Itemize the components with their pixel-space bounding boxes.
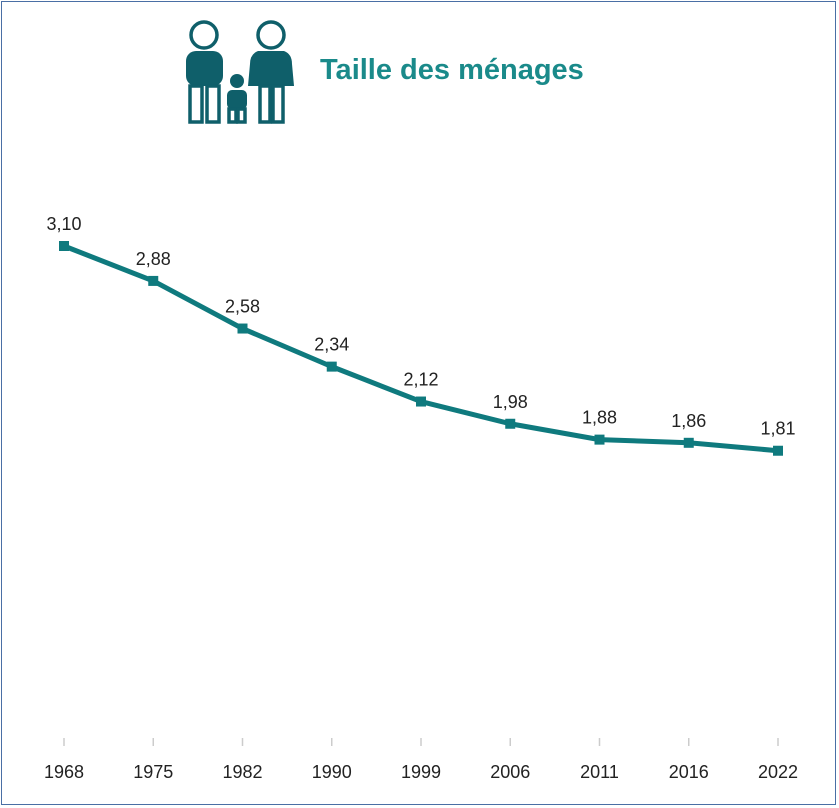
value-label-2011: 1,88 <box>582 408 617 428</box>
chart-title: Taille des ménages <box>320 54 584 86</box>
value-label-2022: 1,81 <box>760 419 795 439</box>
tick-labels: 1968 1975 1982 1990 1999 2006 2011 2016 2022 <box>44 762 798 782</box>
tick-label-1968: 1968 <box>44 762 84 782</box>
data-point-1990 <box>326 361 337 372</box>
data-point-2022 <box>773 445 783 456</box>
series-markers <box>59 241 783 456</box>
data-point-2006 <box>505 418 516 429</box>
tick-label-1990: 1990 <box>312 762 352 782</box>
data-point-1982 <box>237 323 248 334</box>
tick-label-1982: 1982 <box>222 762 262 782</box>
tick-label-2016: 2016 <box>669 762 709 782</box>
tick-label-2011: 2011 <box>580 762 619 782</box>
value-label-1968: 3,10 <box>46 214 81 234</box>
tick-label-1975: 1975 <box>133 762 173 782</box>
data-point-2016 <box>683 437 694 448</box>
data-point-1968 <box>59 241 69 251</box>
data-point-1999 <box>416 396 426 407</box>
tick-label-1999: 1999 <box>401 762 441 782</box>
value-label-2016: 1,86 <box>671 411 706 431</box>
value-label-1975: 2,88 <box>136 249 171 269</box>
value-label-1999: 2,12 <box>403 370 438 390</box>
value-label-1990: 2,34 <box>314 335 349 355</box>
family-icon <box>186 20 294 124</box>
value-label-1982: 2,58 <box>225 297 260 317</box>
value-labels: 3,10 2,88 2,58 2,34 2,12 1,98 1,88 1,86 1,81 <box>46 214 795 439</box>
tick-label-2006: 2006 <box>490 762 530 782</box>
value-label-2006: 1,98 <box>493 392 528 412</box>
data-point-2011 <box>594 434 605 445</box>
data-point-1975 <box>148 275 159 286</box>
x-ticks <box>63 738 779 746</box>
tick-label-2022: 2022 <box>758 762 798 782</box>
